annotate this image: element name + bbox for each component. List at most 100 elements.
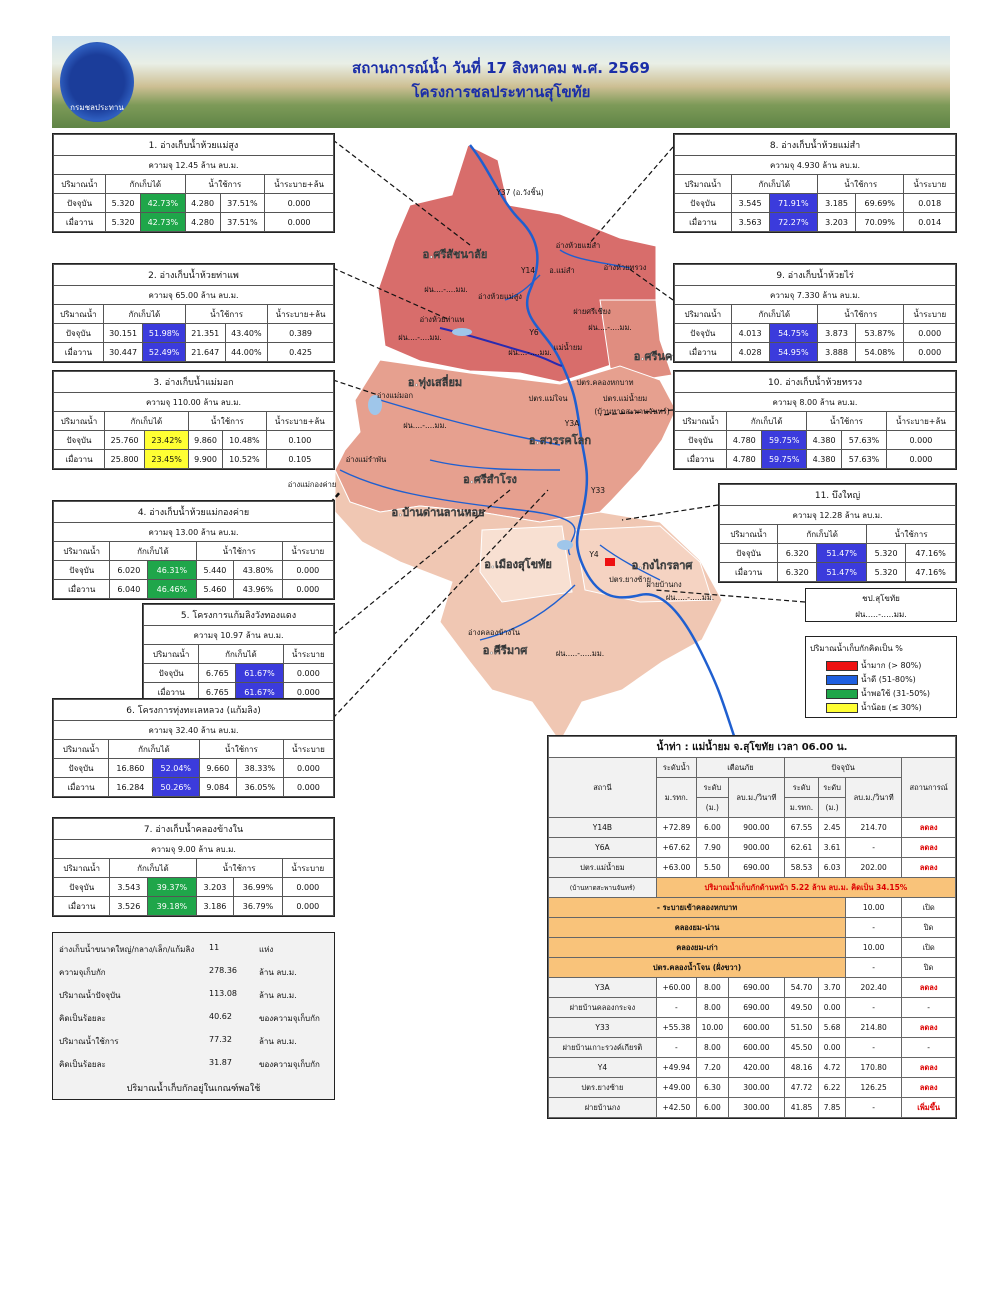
data-cell: 43.40%	[224, 323, 269, 343]
data-row: ปัจจุบัน 3.545 71.91% 3.185 69.69% 0.018	[674, 193, 956, 213]
gate-status: เปิด	[901, 897, 956, 918]
station-table: น้ำท่า : แม่น้ำยม จ.สุโขทัย เวลา 06.00 น…	[547, 735, 957, 1119]
station-cell: 6.00	[695, 1097, 729, 1118]
row-label: เมื่อวาน	[718, 562, 779, 582]
data-cell: 0.000	[281, 896, 335, 916]
title-row: 5. โครงการแก้มลิงวังทองแดง	[143, 604, 334, 626]
header-row: ปริมาณน้ำ กักเก็บได้ น้ำใช้การ น้ำระบาย	[52, 541, 335, 561]
rain-title: ชป.สุโขทัย	[862, 594, 900, 603]
reservoir-capacity: ความจุ 10.97 ล้าน ลบ.ม.	[143, 625, 334, 645]
header-row: (ม.) ม.รทก. (ม.)	[549, 797, 956, 818]
reservoir-title: 7. อ่างเก็บน้ำคลองข้างใน	[53, 818, 334, 840]
header-cell: (ม.)	[695, 797, 729, 818]
data-cell: 0.000	[281, 579, 335, 599]
connector	[332, 267, 451, 321]
district-label: อ.ศรีสัชนาลัย	[423, 248, 488, 261]
data-cell: 4.280	[184, 193, 221, 213]
data-cell: 6.020	[109, 560, 149, 580]
data-cell: 71.91%	[768, 193, 819, 213]
legend-label: น้ำพอใช้ (31-50%)	[861, 689, 931, 698]
header-cell: น้ำระบาย+ล้น	[265, 411, 335, 431]
header-cell: น้ำระบาย+ล้น	[267, 304, 334, 324]
station-cell: 6.00	[695, 817, 729, 838]
data-row: เมื่อวาน 16.284 50.26% 9.084 36.05% 0.000	[52, 777, 335, 797]
data-cell: 46.46%	[147, 579, 197, 599]
legend-title: ปริมาณน้ำเก็บกักคิดเป็น %	[810, 644, 903, 653]
reservoir-box: 10. อ่างเก็บน้ำห้วยทรวง ความจุ 8.00 ล้าน …	[673, 370, 957, 470]
station-cell: 5.68	[818, 1017, 847, 1038]
data-cell: 0.100	[265, 430, 335, 450]
data-row: เมื่อวาน 5.320 42.73% 4.280 37.51% 0.000	[52, 212, 334, 232]
station-cell: 900.00	[727, 817, 785, 838]
data-cell: 4.013	[730, 323, 770, 343]
station-cell: เพิ่มขึ้น	[901, 1097, 956, 1118]
data-cell: 57.63%	[841, 449, 887, 469]
station-cell: 3.70	[818, 977, 847, 998]
reservoir-table: 9. อ่างเก็บน้ำห้วยไร่ ความจุ 7.330 ล้าน ล…	[674, 264, 956, 362]
data-cell: 9.660	[198, 758, 237, 778]
header-cell: ปริมาณน้ำ	[673, 411, 728, 431]
data-cell: 47.16%	[905, 562, 956, 582]
reservoir-box: 11. บึงใหญ่ ความจุ 12.28 ล้าน ลบ.ม. ปริมาณ…	[718, 483, 957, 583]
header-cell: ม.รทก.	[655, 777, 697, 818]
map-label: Y3A	[564, 419, 580, 428]
header-cell: เตือนภัย	[695, 757, 785, 778]
station-row: (บ้านหาดสะพานจันทร์) ปริมาณน้ำเก็บกักด้าน…	[548, 877, 957, 898]
summary-text: ของความจุเก็บกัก	[259, 1060, 320, 1069]
data-cell: 5.320	[105, 193, 142, 213]
station-row: คลองยม-น่าน - ปิด	[547, 917, 956, 938]
station-cell: ลดลง	[901, 977, 956, 998]
station-cell: 214.70	[845, 817, 903, 838]
header-cell: น้ำใช้การ	[817, 304, 905, 324]
station-cell: +72.89	[655, 817, 697, 838]
map-label: อ่างแม่กองค่าย	[288, 480, 337, 489]
station-name: ปตร.ยางซ้าย	[548, 1077, 657, 1098]
reservoir-capacity: ความจุ 4.930 ล้าน ลบ.ม.	[674, 155, 956, 175]
station-cell: 8.00	[695, 997, 729, 1018]
reservoir-box: 8. อ่างเก็บน้ำห้วยแม่สำ ความจุ 4.930 ล้าน…	[673, 133, 957, 233]
data-row: ปัจจุบัน 4.013 54.75% 3.873 53.87% 0.000	[674, 323, 956, 343]
data-cell: 5.440	[195, 560, 235, 580]
row-label: เมื่อวาน	[673, 449, 728, 469]
summary-row: คิดเป็นร้อยละ 40.62 ของความจุเก็บกัก	[59, 1012, 329, 1026]
data-row: เมื่อวาน 6.320 51.47% 5.320 47.16%	[718, 562, 956, 582]
data-cell: 3.526	[109, 896, 149, 916]
station-row: Y4 +49.94 7.20 420.00 48.16 4.72 170.80 ลดลง	[548, 1057, 956, 1078]
data-row: เมื่อวาน 3.563 72.27% 3.203 70.09% 0.014	[674, 212, 956, 232]
header-cell: น้ำระบาย	[903, 304, 956, 324]
data-cell: 59.75%	[761, 430, 808, 450]
station-row: Y33 +55.38 10.00 600.00 51.50 5.68 214.80 ลดลง	[548, 1017, 956, 1038]
row-label: ปัจจุบัน	[52, 193, 107, 213]
data-cell: 3.545	[730, 193, 770, 213]
header-cell: ปริมาณน้ำ	[53, 411, 105, 431]
station-cell: 67.55	[783, 817, 820, 838]
row-label: ปัจจุบัน	[718, 543, 779, 563]
legend-swatch	[826, 688, 858, 699]
table-body: น้ำท่า : แม่น้ำยม จ.สุโขทัย เวลา 06.00 น…	[547, 736, 957, 1118]
data-cell: 39.37%	[147, 877, 197, 897]
summary-box: อ่างเก็บน้ำขนาดใหญ่/กลาง/เล็ก/แก้มลิง 11 แ…	[52, 932, 335, 1100]
connector	[332, 489, 511, 636]
map-label: อ่างคลองข้างใน	[468, 628, 520, 637]
capacity-row: ความจุ 9.00 ล้าน ลบ.ม.	[53, 839, 334, 859]
header-cell: ปริมาณน้ำ	[52, 858, 111, 878]
data-cell: 23.45%	[144, 449, 189, 469]
data-cell: 25.760	[103, 430, 146, 450]
header-cell: ปริมาณน้ำ	[52, 174, 107, 194]
summary-text: ของความจุเก็บกัก	[259, 1014, 320, 1023]
data-row: ปัจจุบัน 6.020 46.31% 5.440 43.80% 0.000	[52, 560, 335, 580]
data-cell: 3.563	[730, 212, 770, 232]
data-cell: 54.75%	[768, 323, 819, 343]
district-label: อ.คีรีมาศ	[483, 644, 528, 657]
station-name: Y3A	[548, 977, 657, 998]
station-cell: 202.00	[845, 857, 903, 878]
data-cell: 0.389	[267, 323, 334, 343]
reservoir-title: 9. อ่างเก็บน้ำห้วยไร่	[674, 264, 956, 286]
header-cell: ลบ.ม./วินาที	[845, 777, 903, 818]
header-row: ปริมาณน้ำ กักเก็บได้ น้ำใช้การ น้ำระบาย+ล้น	[673, 411, 957, 431]
station-row: ฝายบ้านเกาะรวงค์เกียรติ -8.00 600.00 45.50 0…	[548, 1037, 956, 1058]
station-cell: 49.50	[783, 997, 820, 1018]
header-row: ปริมาณน้ำ กักเก็บได้ น้ำระบาย	[142, 644, 335, 664]
station-cell: 202.40	[845, 977, 903, 998]
